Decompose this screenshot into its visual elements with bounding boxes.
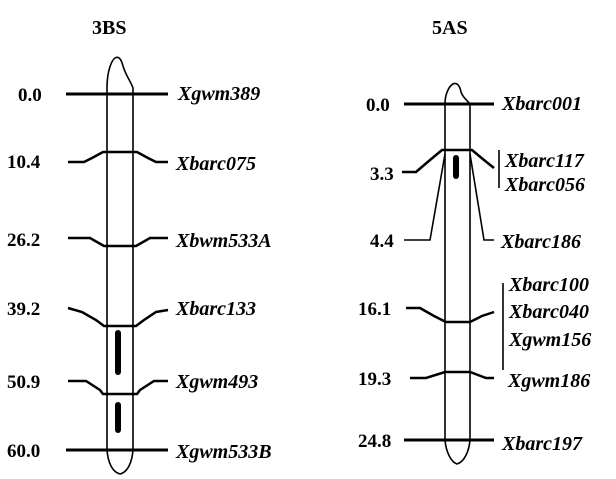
chromosome-title-5AS: 5AS [432,17,468,39]
marker-line [402,148,495,174]
position-label: 26.2 [7,230,40,251]
position-label: 60.0 [7,441,40,462]
marker-line [68,236,168,248]
marker-name: Xbarc133 [175,298,256,320]
chromosome-5AS: 5AS 0.0 3.3 4.4 16.1 19.3 24.8 Xbarc001 … [358,17,591,465]
position-label: 0.0 [366,95,390,116]
marker-line [410,370,494,380]
position-label: 39.2 [7,299,40,320]
position-label: 4.4 [370,231,394,252]
marker-name: Xgwm186 [507,370,590,392]
marker-name: Xbarc075 [175,153,256,175]
position-label: 19.3 [358,369,391,390]
marker-name: Xgwm156 [508,329,591,351]
marker-name: Xgwm389 [177,83,260,105]
chromosome-body-3BS [106,88,134,450]
telomere-bottom-5AS [444,439,471,465]
marker-name: Xgwm533B [175,441,272,463]
marker-name: Xbarc197 [501,433,583,455]
marker-connector [404,153,494,241]
marker-line [68,150,168,164]
chromosome-3BS: 3BS 0.0 10.4 26.2 39.2 50.9 60.0 Xgwm389… [7,17,272,475]
position-label: 24.8 [358,431,391,452]
marker-name: Xbarc001 [501,93,582,115]
marker-name: Xbarc056 [504,174,585,196]
position-label: 0.0 [18,85,42,106]
marker-name: Xbarc186 [500,231,581,253]
marker-line [67,306,169,328]
marker-name: Xbarc100 [508,274,589,296]
telomere-top-3BS [106,56,134,89]
marker-name: Xbwm533A [175,230,272,252]
marker-name: Xbarc117 [504,150,585,172]
marker-line [406,306,495,324]
position-label: 50.9 [7,372,40,393]
chromosome-body-5AS [444,104,471,440]
position-label: 3.3 [370,164,394,185]
telomere-top-5AS [444,82,471,105]
position-label: 10.4 [7,152,41,173]
marker-name: Xbarc040 [508,301,589,323]
marker-name: Xgwm493 [175,371,258,393]
position-label: 16.1 [358,299,391,320]
marker-line [68,379,168,396]
telomere-bottom-3BS [106,449,134,475]
chromosome-title-3BS: 3BS [92,17,126,39]
